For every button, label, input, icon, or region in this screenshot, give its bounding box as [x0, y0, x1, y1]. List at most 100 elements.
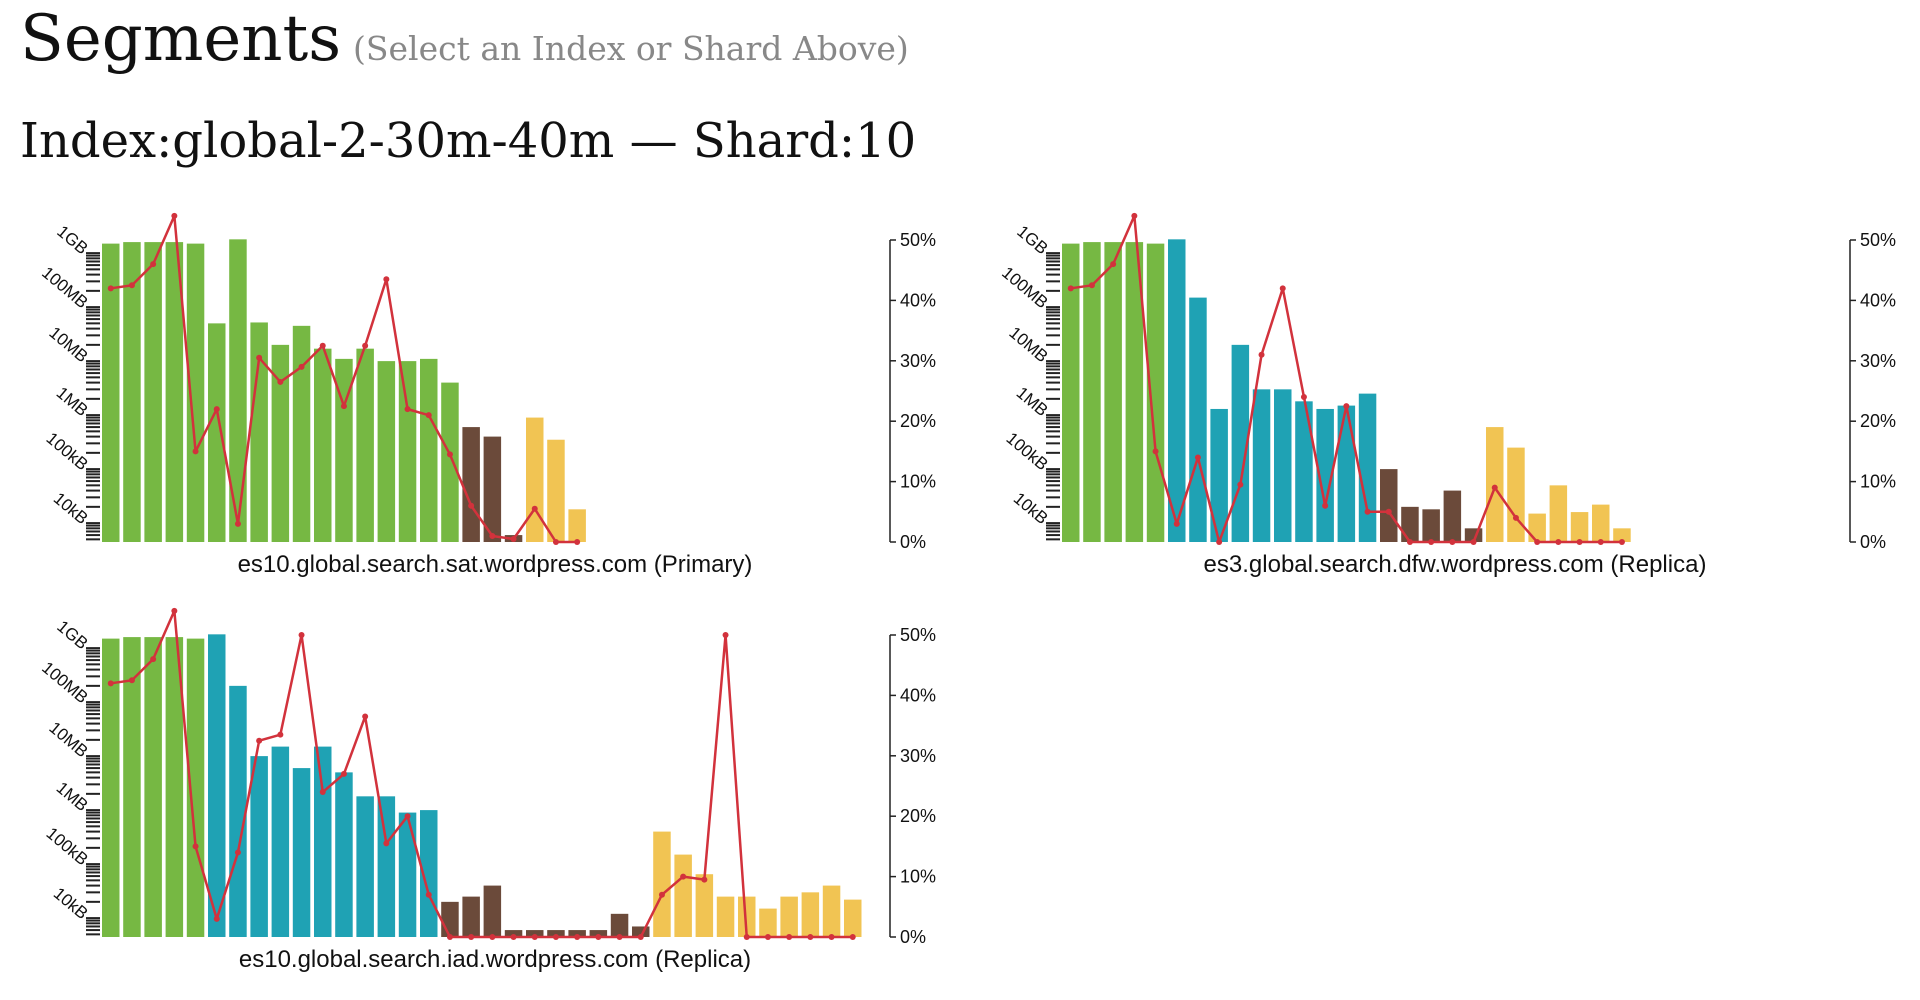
deleted-percent-point[interactable] — [616, 934, 623, 940]
segment-bar[interactable] — [314, 348, 332, 542]
deleted-percent-point[interactable] — [722, 632, 729, 638]
deleted-percent-point[interactable] — [552, 539, 559, 545]
segment-bar[interactable] — [1125, 242, 1144, 542]
segment-bar[interactable] — [547, 930, 565, 937]
segment-bar[interactable] — [1337, 405, 1356, 542]
deleted-percent-point[interactable] — [128, 282, 135, 289]
deleted-percent-point[interactable] — [298, 363, 305, 370]
deleted-percent-point[interactable] — [404, 406, 411, 413]
segment-bar[interactable] — [1592, 504, 1610, 542]
deleted-percent-point[interactable] — [383, 840, 390, 847]
deleted-percent-point[interactable] — [256, 737, 263, 744]
segment-bar[interactable] — [1104, 242, 1122, 542]
segment-bar[interactable] — [250, 756, 268, 937]
segment-bar[interactable] — [398, 361, 417, 542]
deleted-percent-point[interactable] — [786, 934, 793, 940]
segment-bar[interactable] — [483, 436, 502, 542]
segment-bar[interactable] — [420, 358, 438, 542]
segment-bar[interactable] — [822, 885, 841, 937]
deleted-percent-point[interactable] — [1110, 261, 1117, 268]
deleted-percent-point[interactable] — [1067, 285, 1074, 292]
segment-bar[interactable] — [377, 361, 396, 542]
segment-bar[interactable] — [229, 239, 247, 542]
segment-bar[interactable] — [292, 325, 311, 542]
deleted-percent-point[interactable] — [1194, 454, 1201, 461]
deleted-percent-point[interactable] — [743, 934, 750, 940]
deleted-percent-point[interactable] — [1279, 285, 1286, 292]
deleted-percent-point[interactable] — [425, 412, 432, 419]
deleted-percent-point[interactable] — [1534, 539, 1541, 545]
segment-bar[interactable] — [844, 899, 862, 937]
deleted-percent-point[interactable] — [107, 680, 114, 687]
segment-bar[interactable] — [271, 344, 290, 542]
segment-bar[interactable] — [1486, 427, 1504, 542]
deleted-percent-point[interactable] — [213, 915, 220, 922]
segment-bar[interactable] — [568, 930, 586, 937]
deleted-percent-point[interactable] — [1300, 394, 1307, 401]
deleted-percent-point[interactable] — [446, 934, 453, 940]
deleted-percent-point[interactable] — [192, 448, 199, 455]
segment-bar[interactable] — [314, 746, 332, 937]
segment-bar[interactable] — [1443, 490, 1462, 542]
segment-bar[interactable] — [462, 896, 480, 937]
deleted-percent-point[interactable] — [234, 520, 241, 527]
segment-bar[interactable] — [208, 634, 226, 937]
segment-bar[interactable] — [1189, 297, 1207, 542]
segment-bar[interactable] — [1358, 393, 1377, 542]
deleted-percent-point[interactable] — [1258, 351, 1265, 358]
segment-bar[interactable] — [398, 812, 417, 937]
deleted-percent-point[interactable] — [531, 505, 538, 512]
deleted-percent-point[interactable] — [1576, 539, 1583, 545]
deleted-percent-point[interactable] — [1088, 282, 1095, 289]
segment-bar[interactable] — [144, 242, 162, 542]
segment-bar[interactable] — [526, 417, 544, 542]
segment-bar[interactable] — [1613, 528, 1631, 542]
deleted-percent-point[interactable] — [680, 873, 687, 880]
segment-bar[interactable] — [1252, 389, 1271, 542]
segment-bar[interactable] — [1295, 401, 1313, 542]
deleted-percent-point[interactable] — [383, 276, 390, 283]
segment-bar[interactable] — [780, 896, 798, 937]
segment-bar[interactable] — [589, 930, 608, 937]
deleted-percent-point[interactable] — [849, 934, 856, 940]
segment-bar[interactable] — [1210, 408, 1228, 542]
segment-bar[interactable] — [610, 913, 629, 937]
segment-bar[interactable] — [1168, 239, 1186, 542]
deleted-percent-point[interactable] — [1322, 502, 1329, 509]
deleted-percent-point[interactable] — [298, 632, 305, 638]
segment-bar[interactable] — [186, 243, 205, 542]
deleted-percent-point[interactable] — [362, 713, 369, 720]
segment-bar[interactable] — [1507, 447, 1525, 542]
deleted-percent-point[interactable] — [277, 731, 284, 738]
deleted-percent-point[interactable] — [404, 813, 411, 820]
segment-bar[interactable] — [801, 892, 820, 937]
segment-bar[interactable] — [1316, 408, 1334, 542]
segment-bar[interactable] — [165, 637, 184, 937]
deleted-percent-point[interactable] — [213, 406, 220, 413]
segment-bar[interactable] — [1570, 512, 1589, 542]
deleted-percent-point[interactable] — [1152, 448, 1159, 455]
segment-bar[interactable] — [632, 926, 650, 937]
deleted-percent-point[interactable] — [489, 532, 496, 539]
deleted-percent-point[interactable] — [807, 934, 814, 940]
deleted-percent-point[interactable] — [1491, 484, 1498, 491]
deleted-percent-point[interactable] — [764, 934, 771, 940]
segment-bar[interactable] — [1422, 509, 1440, 542]
segment-bar[interactable] — [123, 242, 141, 542]
segment-bar[interactable] — [271, 746, 290, 937]
segment-bar[interactable] — [504, 930, 523, 937]
segment-bar[interactable] — [695, 874, 714, 937]
segment-bar[interactable] — [356, 348, 374, 542]
segment-bar[interactable] — [335, 772, 353, 937]
deleted-percent-point[interactable] — [171, 607, 178, 614]
segment-bar[interactable] — [441, 901, 459, 937]
deleted-percent-point[interactable] — [107, 285, 114, 292]
deleted-percent-point[interactable] — [1512, 514, 1519, 521]
segment-bar[interactable] — [335, 358, 353, 542]
segment-bar[interactable] — [462, 427, 480, 542]
deleted-percent-point[interactable] — [1449, 539, 1456, 545]
deleted-percent-point[interactable] — [468, 502, 475, 509]
deleted-percent-point[interactable] — [828, 934, 835, 940]
segment-bar[interactable] — [208, 323, 226, 542]
segment-bar[interactable] — [483, 885, 502, 937]
